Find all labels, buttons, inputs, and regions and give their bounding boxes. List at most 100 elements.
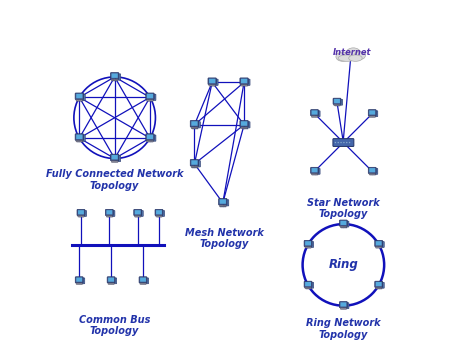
FancyBboxPatch shape [224,200,229,206]
FancyBboxPatch shape [77,209,85,216]
FancyBboxPatch shape [340,308,346,309]
FancyBboxPatch shape [156,210,162,214]
FancyBboxPatch shape [111,79,118,81]
FancyBboxPatch shape [106,210,112,214]
FancyBboxPatch shape [105,209,113,216]
FancyBboxPatch shape [310,282,314,288]
FancyBboxPatch shape [241,85,247,86]
FancyBboxPatch shape [219,199,226,204]
FancyBboxPatch shape [146,93,154,100]
FancyBboxPatch shape [111,155,118,159]
FancyBboxPatch shape [374,111,378,117]
Text: Ring Network
Topology: Ring Network Topology [306,318,381,340]
FancyBboxPatch shape [333,98,341,104]
Text: Internet: Internet [333,48,372,57]
FancyBboxPatch shape [76,283,82,284]
FancyBboxPatch shape [78,216,84,217]
FancyBboxPatch shape [76,141,82,142]
FancyBboxPatch shape [110,73,119,79]
FancyBboxPatch shape [376,241,382,245]
FancyBboxPatch shape [246,122,250,128]
FancyBboxPatch shape [333,138,354,146]
Circle shape [335,142,336,143]
FancyBboxPatch shape [380,242,384,247]
FancyBboxPatch shape [240,78,248,84]
FancyBboxPatch shape [368,167,376,173]
FancyBboxPatch shape [155,209,163,216]
FancyBboxPatch shape [140,278,146,282]
FancyBboxPatch shape [304,281,312,287]
FancyBboxPatch shape [375,247,382,248]
FancyBboxPatch shape [108,278,114,282]
FancyBboxPatch shape [305,282,311,286]
FancyBboxPatch shape [135,216,141,217]
FancyBboxPatch shape [191,121,198,126]
FancyBboxPatch shape [305,247,311,248]
FancyBboxPatch shape [78,210,84,214]
FancyBboxPatch shape [380,282,384,288]
FancyBboxPatch shape [241,127,247,129]
FancyBboxPatch shape [368,110,376,116]
Ellipse shape [346,48,360,58]
FancyBboxPatch shape [110,154,119,161]
FancyBboxPatch shape [241,121,247,126]
FancyBboxPatch shape [139,277,147,283]
Circle shape [349,142,350,143]
FancyBboxPatch shape [375,281,383,287]
FancyBboxPatch shape [311,116,318,117]
FancyBboxPatch shape [108,283,114,284]
FancyBboxPatch shape [369,110,375,115]
FancyBboxPatch shape [81,135,85,141]
FancyBboxPatch shape [111,73,118,78]
FancyBboxPatch shape [246,79,250,85]
FancyBboxPatch shape [196,161,201,167]
FancyBboxPatch shape [146,100,153,101]
FancyBboxPatch shape [135,210,141,214]
Circle shape [340,142,342,143]
FancyBboxPatch shape [116,156,120,162]
FancyBboxPatch shape [334,99,340,103]
FancyBboxPatch shape [76,135,82,139]
FancyBboxPatch shape [209,85,216,86]
FancyBboxPatch shape [134,209,142,216]
FancyBboxPatch shape [139,210,143,216]
FancyBboxPatch shape [76,94,82,98]
Circle shape [337,142,339,143]
FancyBboxPatch shape [111,161,118,162]
FancyBboxPatch shape [190,159,199,166]
FancyBboxPatch shape [311,168,318,172]
FancyBboxPatch shape [241,79,247,83]
FancyBboxPatch shape [338,99,343,105]
FancyBboxPatch shape [208,78,216,84]
FancyBboxPatch shape [219,205,226,206]
FancyBboxPatch shape [310,110,319,116]
FancyBboxPatch shape [305,287,311,289]
FancyBboxPatch shape [112,278,117,284]
Ellipse shape [338,55,356,61]
FancyBboxPatch shape [345,221,349,227]
FancyBboxPatch shape [191,166,198,168]
FancyBboxPatch shape [310,242,314,247]
FancyBboxPatch shape [316,111,320,117]
FancyBboxPatch shape [81,278,85,284]
FancyBboxPatch shape [76,278,82,282]
FancyBboxPatch shape [140,283,146,284]
FancyBboxPatch shape [376,282,382,286]
Text: Mesh Network
Topology: Mesh Network Topology [185,227,264,249]
FancyBboxPatch shape [110,210,115,216]
FancyBboxPatch shape [311,110,318,115]
FancyBboxPatch shape [191,160,198,165]
FancyBboxPatch shape [146,141,153,142]
FancyBboxPatch shape [310,167,319,173]
FancyBboxPatch shape [311,174,318,175]
FancyBboxPatch shape [191,127,198,129]
FancyBboxPatch shape [339,302,347,308]
FancyBboxPatch shape [374,168,378,174]
FancyBboxPatch shape [75,277,83,283]
Text: Ring: Ring [328,258,358,271]
FancyBboxPatch shape [151,94,156,100]
FancyBboxPatch shape [369,116,375,117]
FancyBboxPatch shape [106,216,112,217]
FancyBboxPatch shape [145,278,148,284]
FancyBboxPatch shape [340,226,346,227]
